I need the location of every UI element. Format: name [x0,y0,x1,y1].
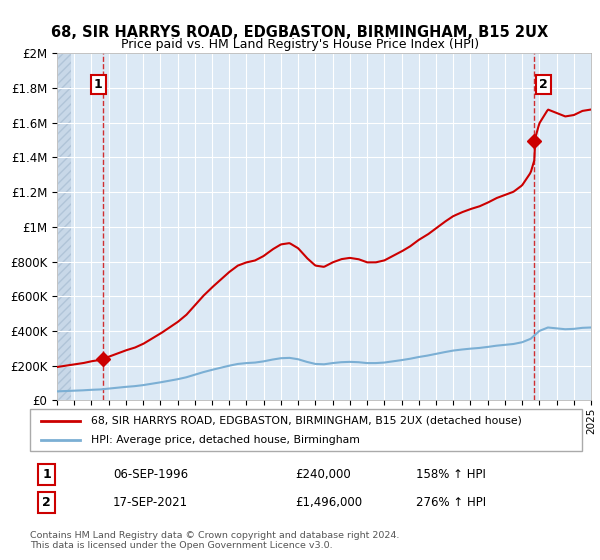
Text: 158% ↑ HPI: 158% ↑ HPI [416,468,486,481]
Bar [57,53,71,400]
Text: Price paid vs. HM Land Registry's House Price Index (HPI): Price paid vs. HM Land Registry's House … [121,38,479,50]
Text: 06-SEP-1996: 06-SEP-1996 [113,468,188,481]
Text: 68, SIR HARRYS ROAD, EDGBASTON, BIRMINGHAM, B15 2UX: 68, SIR HARRYS ROAD, EDGBASTON, BIRMINGH… [52,25,548,40]
Text: 276% ↑ HPI: 276% ↑ HPI [416,496,487,509]
FancyBboxPatch shape [30,409,582,451]
Text: Contains HM Land Registry data © Crown copyright and database right 2024.: Contains HM Land Registry data © Crown c… [30,531,400,540]
Text: 1: 1 [94,78,103,91]
Text: 2: 2 [539,78,547,91]
Text: £1,496,000: £1,496,000 [295,496,362,509]
Text: 17-SEP-2021: 17-SEP-2021 [113,496,188,509]
Text: £240,000: £240,000 [295,468,351,481]
Text: This data is licensed under the Open Government Licence v3.0.: This data is licensed under the Open Gov… [30,541,332,550]
Text: 2: 2 [42,496,51,509]
Text: 1: 1 [42,468,51,481]
Text: HPI: Average price, detached house, Birmingham: HPI: Average price, detached house, Birm… [91,435,359,445]
Text: 68, SIR HARRYS ROAD, EDGBASTON, BIRMINGHAM, B15 2UX (detached house): 68, SIR HARRYS ROAD, EDGBASTON, BIRMINGH… [91,416,521,426]
